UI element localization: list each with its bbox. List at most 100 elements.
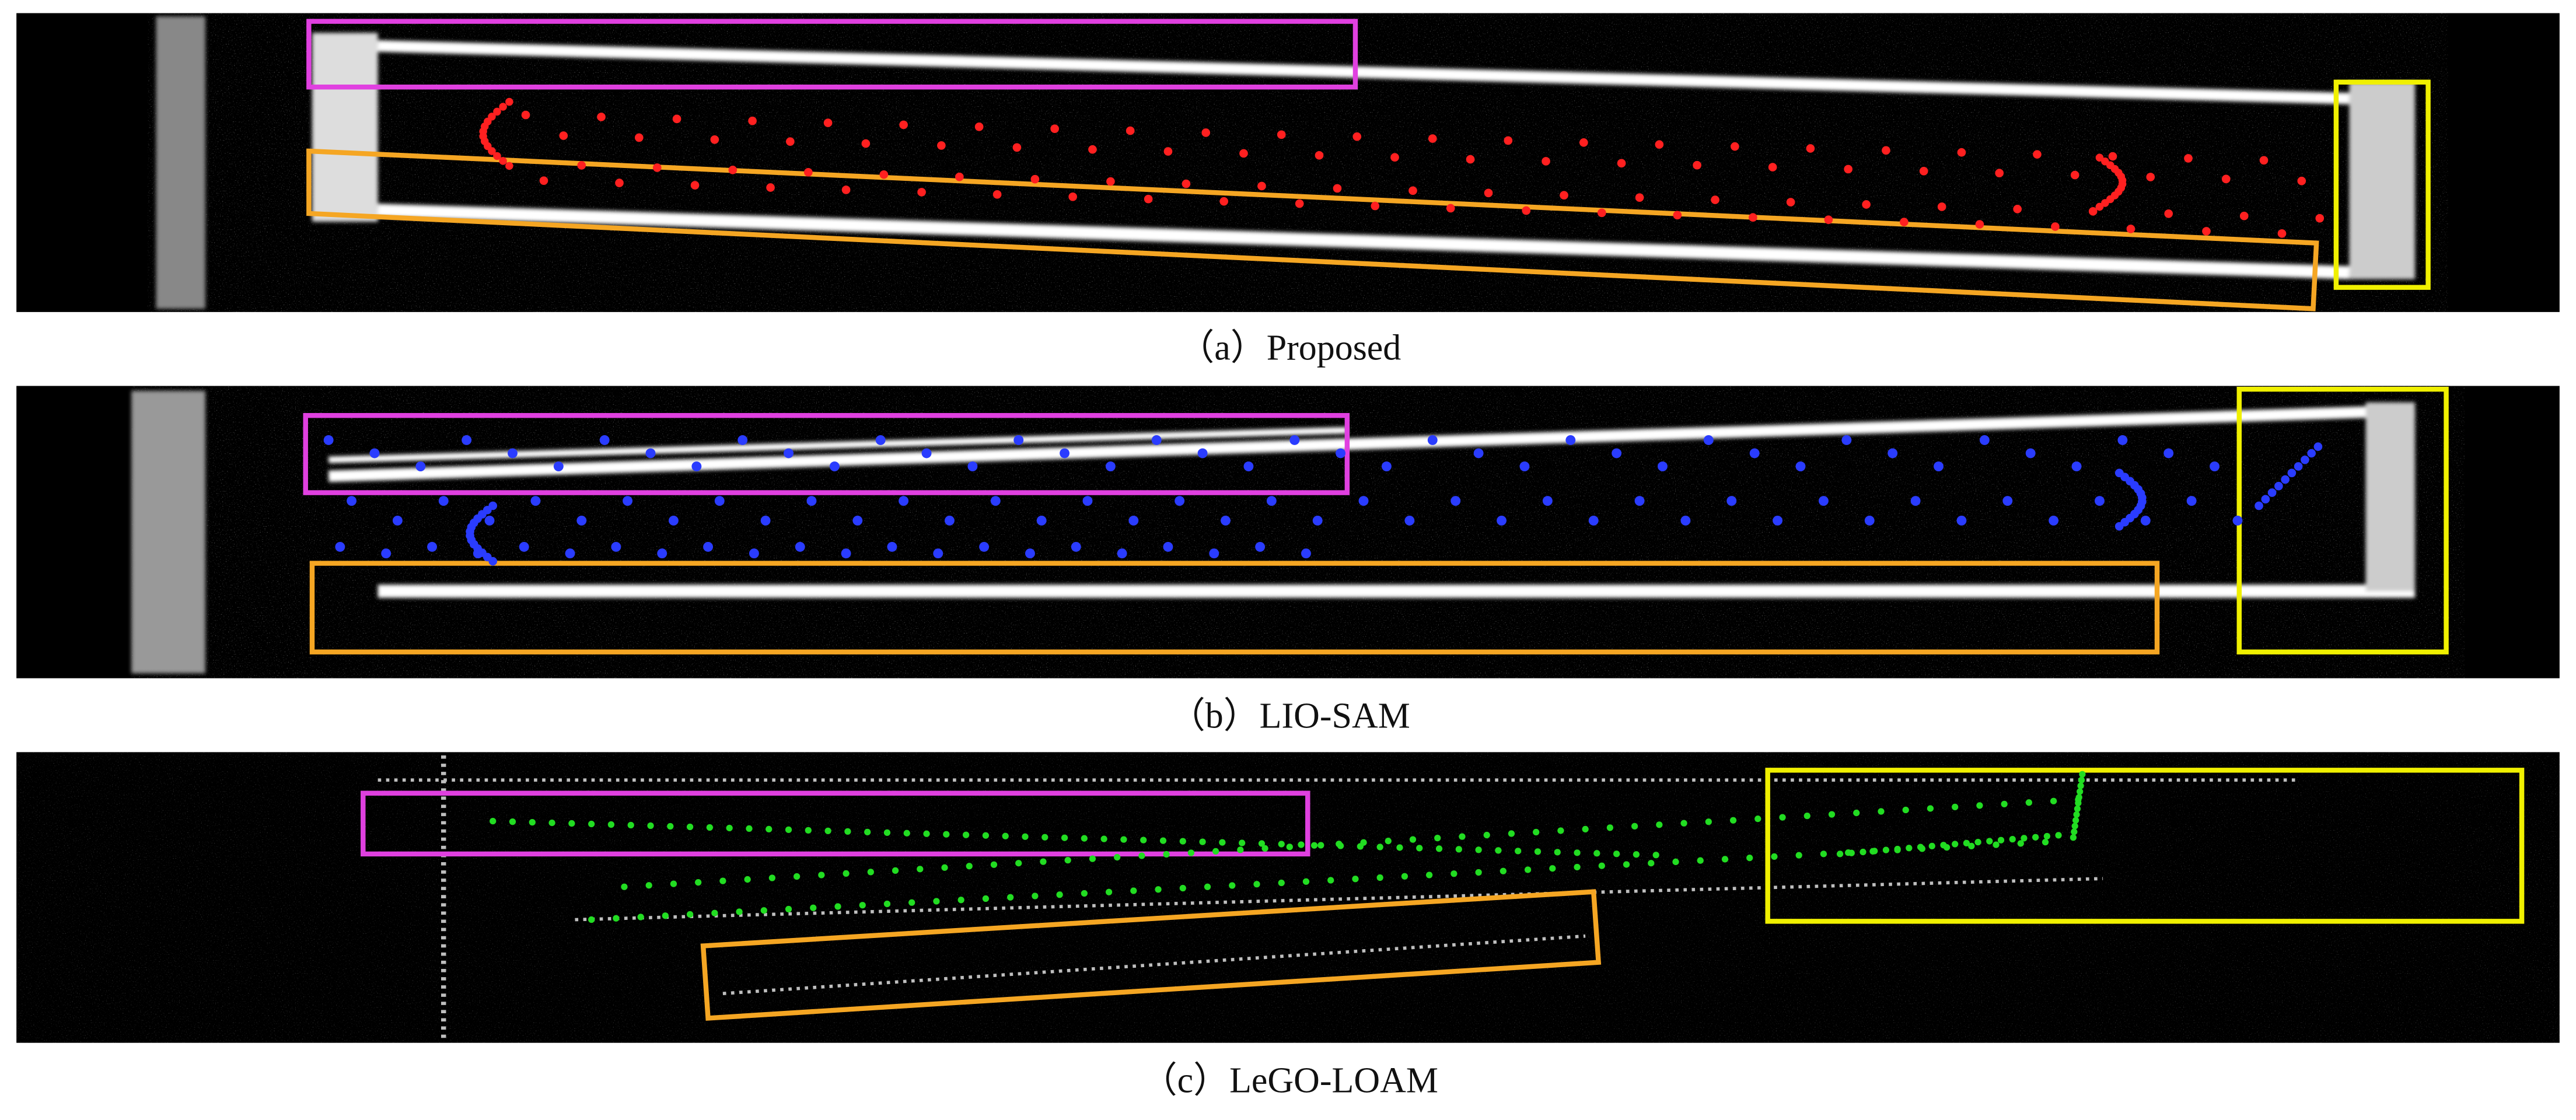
trajectory-point <box>1617 159 1626 168</box>
trajectory-point <box>1025 548 1035 559</box>
trajectory-point <box>427 542 437 552</box>
trajectory-point <box>1390 153 1399 162</box>
trajectory-point <box>1159 837 1167 844</box>
trajectory-point <box>1255 542 1266 552</box>
trajectory-point <box>2313 442 2323 452</box>
trajectory-point <box>979 542 990 552</box>
trajectory-point <box>982 895 990 902</box>
trajectory-point <box>1773 515 1783 526</box>
trajectory <box>479 97 2325 238</box>
trajectory-point <box>1878 808 1885 815</box>
trajectory-point <box>1934 461 1944 471</box>
trajectory-point <box>1806 144 1815 153</box>
trajectory-point <box>1917 844 1924 850</box>
trajectory-point <box>892 867 899 874</box>
trajectory-point <box>1466 155 1475 164</box>
trajectory-point <box>760 907 767 914</box>
trajectory-point <box>588 916 595 923</box>
trajectory-point <box>1656 821 1663 828</box>
trajectory-point <box>1396 844 1403 851</box>
trajectory-point <box>1515 848 1522 855</box>
trajectory-point <box>1257 181 1266 191</box>
trajectory-point <box>2032 834 2039 841</box>
trajectory-point <box>2261 495 2270 504</box>
trajectory-point <box>2071 822 2078 830</box>
trajectory <box>323 435 2323 566</box>
trajectory-point <box>2202 227 2211 236</box>
trajectory-point <box>1082 496 1093 506</box>
trajectory-point <box>1633 851 1640 858</box>
trajectory-point <box>945 515 955 526</box>
trajectory-point <box>703 542 714 552</box>
pillar <box>2349 82 2416 279</box>
trajectory-point <box>1163 542 1173 552</box>
highlight-box-magenta <box>303 413 1350 495</box>
trajectory-point <box>670 880 677 887</box>
trajectory-point <box>1022 833 1029 840</box>
trajectory-point <box>2071 461 2082 471</box>
trajectory-point <box>1061 834 1068 841</box>
trajectory-point <box>1239 149 1248 158</box>
trajectory-point <box>621 883 628 890</box>
trajectory-point <box>1975 220 1984 229</box>
highlight-box-magenta <box>306 19 1358 90</box>
trajectory-point <box>509 818 516 825</box>
trajectory-point <box>1277 130 1286 139</box>
trajectory-point <box>484 515 495 526</box>
trajectory-point <box>726 824 733 832</box>
trajectory-point <box>1906 845 1913 852</box>
caption: （b）LIO-SAM <box>1169 696 1410 736</box>
trajectory-point <box>1940 842 1947 849</box>
trajectory-point <box>2140 515 2151 526</box>
trajectory-point <box>1974 839 1981 846</box>
trajectory-point <box>1495 847 1502 854</box>
trajectory-point <box>1163 850 1170 858</box>
trajectory-point <box>1199 838 1206 845</box>
trajectory-point <box>766 825 773 833</box>
trajectory-point <box>627 821 634 829</box>
trajectory-point <box>2021 835 2028 842</box>
trajectory-point <box>785 826 792 834</box>
trajectory-point <box>2049 515 2059 526</box>
trajectory-point <box>2017 840 2024 847</box>
trajectory-point <box>1278 841 1285 848</box>
trajectory-point <box>2075 800 2082 807</box>
trajectory-point <box>1385 838 1392 845</box>
trajectory-point <box>1882 146 1890 155</box>
trajectory-point <box>529 818 536 826</box>
trajectory-point <box>1179 838 1186 845</box>
trajectory-point <box>2186 496 2197 506</box>
trajectory-point <box>1301 548 1311 559</box>
point-cloud-structure <box>378 755 2300 1038</box>
trajectory-point <box>2001 800 2008 807</box>
trajectory-point <box>2259 156 2269 165</box>
point-cloud <box>16 752 2560 1043</box>
trajectory-point <box>1862 200 1871 209</box>
trajectory-point <box>2075 794 2082 801</box>
trajectory-point <box>1673 211 1682 220</box>
trajectory-point <box>686 911 694 918</box>
trajectory-point <box>652 163 662 172</box>
trajectory-point <box>2315 214 2325 223</box>
trajectory-point <box>1371 201 1380 211</box>
trajectory-point <box>1554 849 1561 856</box>
trajectory-point <box>2274 481 2283 491</box>
trajectory-point <box>1902 806 1909 814</box>
trajectory-point <box>941 864 948 871</box>
trajectory-point <box>381 548 392 559</box>
pillar <box>2365 402 2416 592</box>
trajectory-point <box>1635 193 1644 202</box>
trajectory-point <box>1542 496 1553 506</box>
trajectory-point <box>1841 435 1852 445</box>
trajectory-point <box>1036 515 1047 526</box>
wall-edge <box>328 404 2416 482</box>
trajectory-point <box>1910 496 1921 506</box>
trajectory-point <box>2009 835 2016 843</box>
trajectory-point <box>1089 855 1096 862</box>
trajectory-point <box>2077 788 2084 795</box>
trajectory-point <box>568 820 575 827</box>
trajectory-point <box>2163 448 2174 459</box>
trajectory-point <box>1475 846 1482 853</box>
trajectory-point <box>766 183 775 192</box>
